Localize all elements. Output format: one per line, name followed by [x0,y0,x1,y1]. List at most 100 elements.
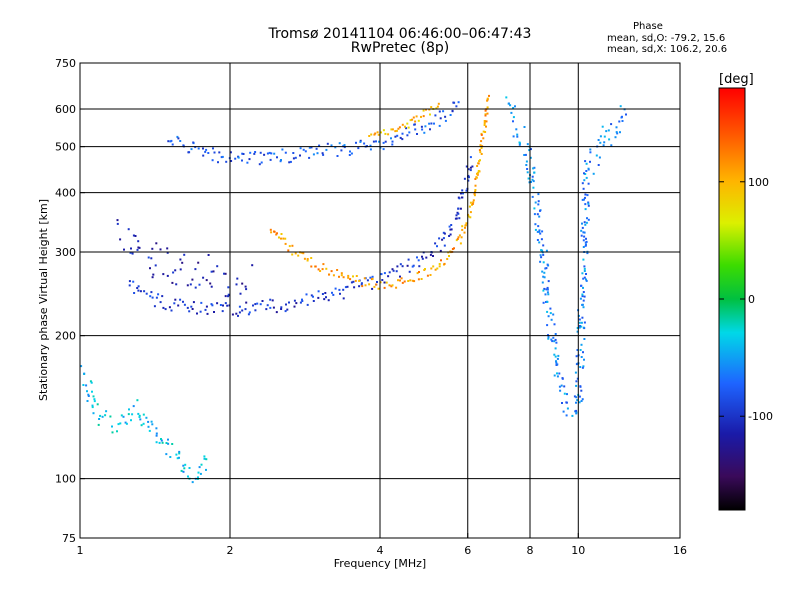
echo-point [229,151,232,154]
echo-point [446,258,449,260]
echo-point [471,202,474,205]
echo-point [605,130,608,133]
echo-point [404,125,406,128]
echo-point [363,142,366,145]
echo-point [180,469,183,472]
echo-point [559,389,562,392]
echo-point [80,365,83,368]
echo-point [575,384,578,387]
echo-point [531,195,534,198]
echo-point [179,140,182,142]
echo-point [413,123,416,126]
echo-point [421,255,423,258]
echo-point [224,295,227,298]
echo-point [224,302,227,305]
echo-point [326,142,329,145]
echo-point [269,306,272,309]
echo-point [247,313,250,316]
echo-point [151,276,154,279]
echo-point [321,152,324,155]
echo-point [175,283,178,286]
echo-point [220,156,223,159]
echo-point [340,274,343,277]
echo-point [325,267,328,270]
echo-point [580,234,583,237]
echo-point [421,128,424,131]
echo-point [546,263,549,266]
echo-point [93,400,96,403]
echo-point [610,144,613,147]
echo-point [297,254,300,257]
echo-point [538,215,541,218]
echo-point [238,305,241,308]
echo-point [475,176,478,179]
echo-point [546,288,549,291]
echo-point [359,139,362,142]
echo-point [176,135,179,138]
echo-point [218,151,221,154]
echo-point [439,249,442,252]
echo-point [235,312,238,315]
echo-point [203,455,206,458]
echo-point [543,276,546,279]
echo-point [99,414,102,417]
echo-point [86,390,88,393]
echo-point [292,157,295,160]
echo-point [462,192,464,195]
echo-point [382,141,385,144]
echo-point [480,147,483,149]
echo-point [554,333,557,335]
echo-point [384,132,387,135]
echo-point [360,283,363,286]
echo-point [312,300,315,302]
echo-point [615,131,618,134]
echo-point [269,158,272,161]
y-tick-label: 300 [55,246,76,259]
echo-point [383,281,386,284]
echo-point [213,311,215,313]
x-axis: 1 2 4 6 8 10 16 [77,533,687,557]
echo-point [165,453,168,456]
echo-point [147,420,150,423]
echo-point [531,178,534,181]
echo-point [523,154,526,156]
echo-point [532,167,535,170]
echo-point [308,146,311,149]
echo-point [179,268,182,271]
echo-point [407,258,410,261]
echo-point [344,286,347,289]
echo-point [477,170,480,172]
echo-point [442,237,445,240]
echo-point [349,278,352,281]
echo-point [585,170,588,172]
echo-point [607,129,610,132]
echo-point [582,365,585,368]
echo-point [170,139,173,142]
echo-point [540,256,543,259]
echo-point [171,443,174,445]
echo-point [299,147,302,150]
echo-point [444,115,447,118]
echo-point [383,286,386,289]
echo-point [237,314,239,317]
echo-point [458,217,461,220]
echo-point [467,215,470,218]
echo-point [448,235,451,237]
echo-point [317,290,320,293]
echo-point [550,318,553,321]
echo-point [91,404,94,407]
echo-point [167,442,170,445]
echo-point [547,334,549,337]
echo-point [465,222,468,225]
echo-point [138,246,141,249]
echo-point [480,140,483,143]
echo-point [455,239,458,242]
echo-point [111,431,114,434]
echo-point [331,291,333,294]
echo-point [104,414,107,417]
echo-point [484,131,487,133]
echo-point [438,263,441,265]
echo-point [319,270,322,272]
echo-point [553,323,556,326]
echo-point [429,113,431,116]
